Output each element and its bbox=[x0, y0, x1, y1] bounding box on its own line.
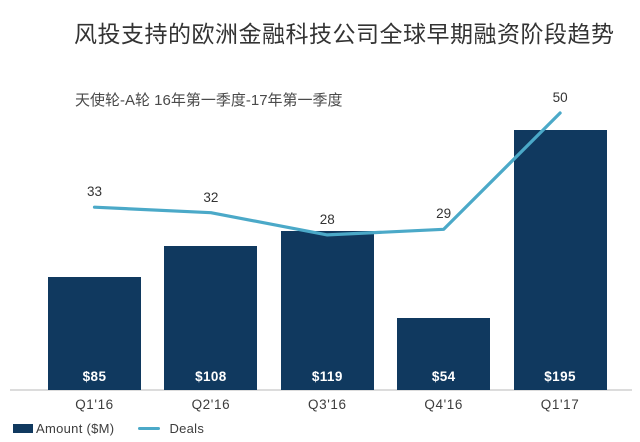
x-axis-tick-label: Q3'16 bbox=[307, 397, 347, 412]
amount-bar-q4-16: $54 bbox=[397, 318, 491, 390]
deals-legend-label: Deals bbox=[169, 421, 205, 436]
amount-value-label: $54 bbox=[431, 369, 456, 384]
amount-legend-label: Amount ($M) bbox=[36, 421, 115, 436]
deals-line bbox=[92, 111, 562, 237]
x-axis-tick-label: Q4'16 bbox=[424, 397, 463, 412]
x-axis-baseline bbox=[10, 389, 632, 391]
deals-value-label: 32 bbox=[203, 189, 219, 205]
amount-bar-q2-16: $108 bbox=[164, 246, 258, 390]
deals-value-label: 33 bbox=[86, 184, 103, 200]
x-axis-tick-label: Q1'16 bbox=[75, 397, 114, 412]
x-axis-tick-label: Q2'16 bbox=[191, 397, 231, 412]
deals-value-label: 28 bbox=[319, 211, 335, 227]
chart-subtitle: 天使轮-A轮 16年第一季度-17年第一季度 bbox=[75, 92, 343, 109]
amount-bar-q1-16: $85 bbox=[48, 276, 141, 390]
amount-legend-swatch bbox=[13, 424, 33, 433]
amount-bar-q1-17: $195 bbox=[513, 130, 607, 390]
x-axis-tick-label: Q1'17 bbox=[540, 397, 580, 412]
amount-bar-q3-16: $119 bbox=[280, 231, 374, 390]
deals-value-label: 50 bbox=[552, 90, 568, 105]
amount-value-label: $85 bbox=[82, 368, 107, 384]
amount-value-label: $195 bbox=[544, 369, 576, 384]
amount-value-label: $108 bbox=[195, 369, 227, 384]
amount-value-label: $119 bbox=[311, 368, 343, 384]
deals-value-label: 29 bbox=[436, 206, 452, 222]
chart-legend: Amount ($M) Deals bbox=[13, 421, 204, 436]
deals-legend-swatch bbox=[138, 427, 161, 430]
chart-title: 风投支持的欧洲金融科技公司全球早期融资阶段趋势 bbox=[74, 21, 615, 47]
